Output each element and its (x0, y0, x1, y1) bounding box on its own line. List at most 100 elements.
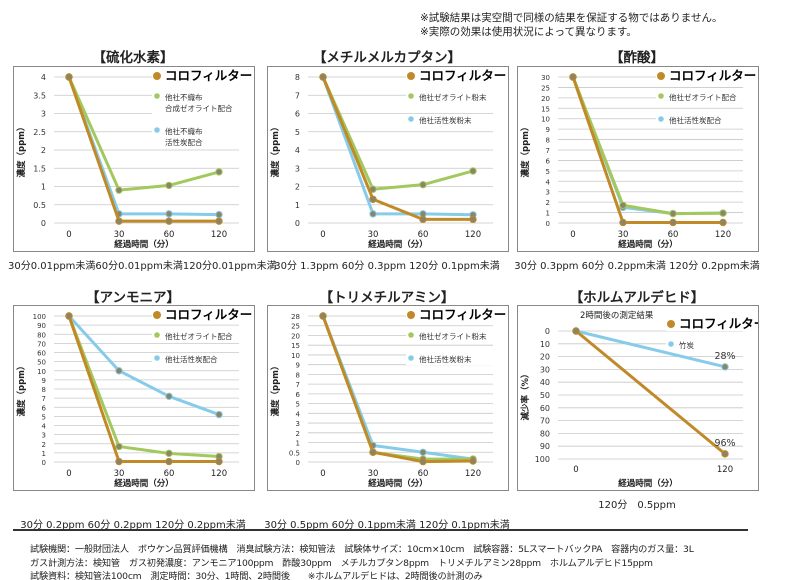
y-tick-label: 90 (540, 442, 550, 451)
series-line-0 (571, 76, 723, 224)
data-point (419, 457, 427, 466)
chart-caption-formaldehyde: 120分 0.5ppm (598, 500, 676, 511)
legend-marker (408, 116, 414, 122)
legend-bg (152, 126, 252, 148)
data-point (115, 367, 123, 375)
legend-label: 他社活性炭粉末 (419, 354, 472, 364)
y-tick-label: 7 (546, 147, 550, 155)
y-tick-label: 1 (41, 183, 46, 192)
x-tick-label: 0 (66, 469, 71, 479)
chart-title-acetic-acid: 【酢酸】 (610, 50, 664, 66)
x-tick-label: 30 (618, 230, 629, 240)
y-tick-label: 6 (42, 404, 47, 412)
x-tick-label: 30 (114, 230, 125, 240)
y-tick-label: 50 (540, 391, 550, 400)
legend-marker (657, 72, 665, 80)
legend-bg (406, 115, 506, 126)
chart-title-ammonia: 【アンモニア】 (86, 290, 180, 306)
y-tick-label: 4 (42, 423, 47, 431)
y-tick-label: 5 (42, 413, 46, 421)
footer-divider (13, 529, 748, 531)
y-tick-label: 9 (546, 126, 550, 134)
chart-svg: 0 1 2 3 4 5 6 7 8 0 30 60 120 経過時間（分） 濃度（ppm） コロフィルター他社… (270, 68, 506, 250)
y-axis-title: 濃度（ppm） (270, 122, 281, 177)
y-axis-title: 減少率（%） (520, 369, 531, 420)
y-axis-title: 濃度（ppm） (270, 361, 281, 416)
chart-ammonia: 0 1 2 3 4 5 6 7 8 9 10 50 60 70 80 90 100 0 30 60 120 経過時間（分）… (13, 305, 255, 491)
legend-label: 合成ゼオライト配合 (165, 103, 233, 113)
y-tick-label: 8 (42, 386, 46, 394)
legend-bg (152, 331, 252, 342)
y-tick-label: 60 (37, 350, 46, 358)
legend-label: 他社ゼオライト粉末 (419, 92, 487, 102)
y-tick-label: 2 (546, 199, 550, 207)
y-tick-label: 3.5 (33, 91, 46, 100)
data-point (721, 363, 729, 371)
y-tick-label: 2 (295, 183, 300, 192)
legend-marker (153, 72, 161, 80)
y-tick-label: 6 (295, 110, 300, 119)
x-tick-label: 30 (114, 469, 125, 479)
y-tick-label: 20 (540, 353, 550, 362)
data-point (165, 210, 173, 218)
data-point (215, 210, 223, 219)
y-tick-label: 3 (546, 189, 550, 197)
legend-marker (668, 341, 674, 347)
series-line-0 (67, 315, 219, 464)
y-tick-label: 100 (33, 313, 46, 321)
data-point (115, 457, 123, 466)
y-tick-label: 70 (37, 340, 46, 348)
x-tick-label: 0 (320, 230, 325, 240)
data-point (569, 73, 577, 81)
y-axis-title: 濃度（ppm） (520, 122, 531, 177)
legend-label: 他社ゼオライト粉末 (419, 331, 487, 341)
x-tick-label: 0 (570, 230, 575, 240)
y-tick-label: 9 (296, 362, 300, 370)
legend-label: 他社不織布 (165, 126, 203, 136)
data-point (469, 167, 477, 175)
legend-label: コロフィルター (165, 307, 252, 322)
legend-marker (154, 355, 160, 361)
x-tick-label: 120 (717, 465, 733, 475)
chart-caption-h2s: 30分0.01ppm未満60分0.01ppm未満120分0.01ppm未満 (8, 261, 277, 272)
legend-label: 活性炭配合 (165, 137, 203, 147)
data-point (419, 215, 427, 224)
y-tick-label: 6 (296, 391, 301, 399)
legend-label: 他社ゼオライト配合 (165, 331, 233, 341)
data-point (619, 201, 627, 209)
data-point (419, 448, 427, 456)
y-tick-label: 5 (295, 128, 300, 137)
data-label: 28% (714, 351, 735, 362)
x-tick-label: 60 (418, 469, 429, 479)
data-point (115, 186, 123, 194)
footer-line-1: 試験機関：一般財団法人 ボウケン品質評価機構 消臭試験方法：検知管法 試験体サイ… (30, 544, 694, 555)
y-tick-label: 80 (37, 331, 46, 339)
y-tick-label: 9 (42, 377, 46, 385)
chart-h2s: 0 0.5 1 1.5 2 2.5 3 3.5 4 0 30 60 120 経過時間（分） 濃度（ppm） コ… (13, 66, 255, 252)
y-tick-label: 10 (291, 352, 300, 360)
legend-label: コロフィルター (165, 68, 252, 83)
x-tick-label: 60 (418, 230, 429, 240)
legend-marker (407, 72, 415, 80)
y-tick-label: 3 (296, 420, 300, 428)
y-tick-label: 80 (540, 429, 550, 438)
legend-bg (406, 69, 506, 83)
y-tick-label: 20 (541, 95, 550, 103)
chart-formaldehyde: 0 10 20 30 40 50 60 70 80 90 100 0 120 経過時間（分） 減少率（%） 2… (517, 305, 759, 491)
data-point (469, 457, 477, 465)
data-point (65, 73, 73, 81)
chart-svg: 0 10 20 30 40 50 60 70 80 90 100 0 120 経過時間（分） 減少率（%） 2… (520, 310, 758, 489)
x-tick-label: 60 (164, 469, 175, 479)
y-tick-label: 60 (540, 404, 550, 413)
legend-bg (406, 92, 506, 103)
series-line-2 (67, 314, 220, 416)
data-point (419, 180, 427, 189)
legend-bg (656, 115, 756, 126)
y-tick-label: 0 (546, 220, 550, 228)
y-tick-label: 30 (540, 365, 550, 374)
y-tick-label: 4 (41, 73, 46, 82)
y-tick-label: 3 (42, 432, 46, 440)
data-point (165, 217, 173, 225)
